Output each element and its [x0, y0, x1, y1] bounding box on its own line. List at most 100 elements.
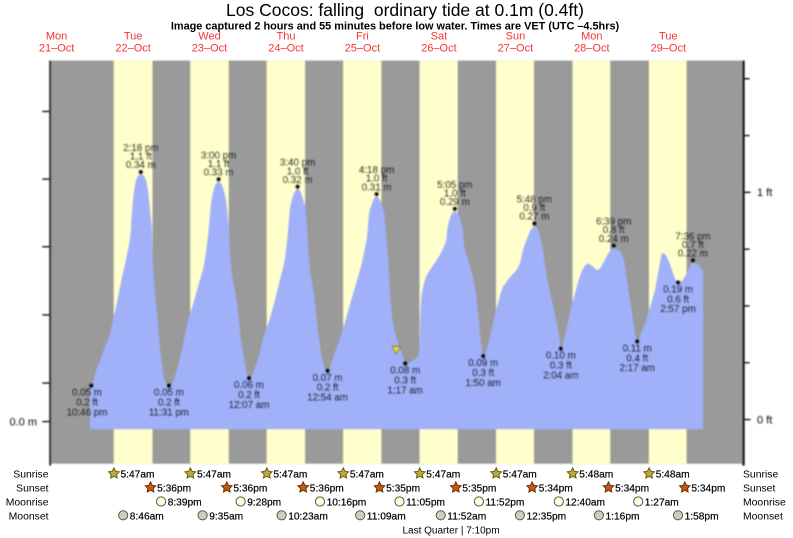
svg-text:8:46am: 8:46am	[130, 511, 164, 522]
svg-text:Fri: Fri	[356, 31, 369, 43]
svg-text:0.2 ft: 0.2 ft	[158, 398, 180, 409]
svg-text:0.09 m: 0.09 m	[468, 358, 498, 369]
svg-text:0.8 ft: 0.8 ft	[603, 225, 625, 236]
svg-text:5:36pm: 5:36pm	[233, 484, 267, 495]
svg-text:5:47am: 5:47am	[350, 470, 384, 481]
svg-text:0.0 m: 0.0 m	[9, 417, 37, 429]
svg-text:0.7 ft: 0.7 ft	[682, 240, 704, 251]
svg-text:0.6 ft: 0.6 ft	[667, 294, 689, 305]
svg-text:0.9 ft: 0.9 ft	[523, 203, 545, 214]
svg-text:Tue: Tue	[659, 31, 678, 43]
svg-text:Sunrise: Sunrise	[13, 470, 48, 481]
svg-text:1:17 am: 1:17 am	[387, 385, 422, 396]
svg-text:0.32 m: 0.32 m	[283, 175, 313, 186]
svg-text:12:54 am: 12:54 am	[307, 393, 348, 404]
svg-text:5:48am: 5:48am	[656, 470, 690, 481]
svg-text:0.29 m: 0.29 m	[440, 197, 470, 208]
svg-text:0.33 m: 0.33 m	[204, 168, 234, 179]
svg-text:Tue: Tue	[124, 31, 143, 43]
svg-text:21–Oct: 21–Oct	[39, 43, 74, 55]
svg-text:1.0 ft: 1.0 ft	[287, 166, 309, 177]
svg-text:0.19 m: 0.19 m	[663, 284, 693, 295]
svg-text:0.34 m: 0.34 m	[126, 160, 156, 171]
svg-text:5:47am: 5:47am	[503, 470, 537, 481]
svg-text:0.2 ft: 0.2 ft	[317, 383, 339, 394]
svg-text:Sunrise: Sunrise	[743, 470, 778, 481]
svg-text:Sat: Sat	[431, 31, 448, 43]
svg-text:11:52pm: 11:52pm	[486, 498, 525, 509]
svg-text:22–Oct: 22–Oct	[115, 43, 150, 55]
svg-text:8:39pm: 8:39pm	[168, 498, 202, 509]
svg-text:5:47am: 5:47am	[121, 470, 155, 481]
svg-text:5:36pm: 5:36pm	[310, 484, 344, 495]
svg-text:0.07 m: 0.07 m	[313, 373, 343, 384]
svg-text:1.1 ft: 1.1 ft	[208, 159, 230, 170]
svg-text:3:40 pm: 3:40 pm	[280, 158, 315, 169]
svg-text:Moonset: Moonset	[9, 512, 49, 523]
svg-text:0 ft: 0 ft	[757, 414, 772, 426]
svg-text:0.3 ft: 0.3 ft	[550, 361, 572, 372]
svg-text:0.2 ft: 0.2 ft	[238, 390, 260, 401]
svg-text:Image captured 2 hours and 55: Image captured 2 hours and 55 minutes be…	[171, 21, 620, 33]
svg-text:9:28pm: 9:28pm	[247, 498, 281, 509]
svg-text:0.3 ft: 0.3 ft	[394, 375, 416, 386]
svg-text:5:35pm: 5:35pm	[386, 484, 420, 495]
svg-text:Sun: Sun	[506, 31, 526, 43]
svg-text:1:50 am: 1:50 am	[465, 378, 500, 389]
svg-text:3:00 pm: 3:00 pm	[201, 150, 236, 161]
svg-text:5:48 pm: 5:48 pm	[517, 195, 552, 206]
svg-text:11:31 pm: 11:31 pm	[149, 407, 189, 418]
svg-text:5:34pm: 5:34pm	[691, 484, 725, 495]
svg-text:11:09am: 11:09am	[367, 511, 406, 522]
svg-text:29–Oct: 29–Oct	[651, 43, 686, 55]
svg-text:0.24 m: 0.24 m	[599, 234, 629, 245]
svg-text:1.1 ft: 1.1 ft	[130, 152, 152, 163]
svg-text:0.05 m: 0.05 m	[154, 388, 184, 399]
svg-text:12:07 am: 12:07 am	[229, 400, 270, 411]
svg-text:1 ft: 1 ft	[757, 187, 772, 199]
svg-text:Moonset: Moonset	[743, 512, 783, 523]
svg-text:28–Oct: 28–Oct	[574, 43, 609, 55]
svg-text:0.05 m: 0.05 m	[72, 388, 102, 399]
svg-text:4:18 pm: 4:18 pm	[359, 165, 394, 176]
svg-text:Thu: Thu	[277, 31, 296, 43]
svg-text:0.22 m: 0.22 m	[678, 249, 708, 260]
svg-text:11:05pm: 11:05pm	[406, 498, 445, 509]
svg-text:24–Oct: 24–Oct	[268, 43, 303, 55]
svg-text:10:16pm: 10:16pm	[327, 498, 367, 509]
svg-text:Sunset: Sunset	[16, 484, 48, 495]
svg-text:10:23am: 10:23am	[288, 511, 328, 522]
svg-text:7:36 pm: 7:36 pm	[675, 231, 710, 242]
svg-text:Mon: Mon	[581, 31, 602, 43]
svg-text:5:36pm: 5:36pm	[157, 484, 191, 495]
svg-text:Los Cocos: falling ordinary t: Los Cocos: falling ordinary tide at 0.1m…	[226, 0, 584, 20]
svg-text:5:47am: 5:47am	[273, 470, 307, 481]
svg-text:12:35pm: 12:35pm	[527, 511, 567, 522]
svg-text:1.0 ft: 1.0 ft	[366, 174, 388, 185]
svg-text:0.31 m: 0.31 m	[362, 182, 392, 193]
svg-text:2:18 pm: 2:18 pm	[123, 143, 158, 154]
svg-text:23–Oct: 23–Oct	[192, 43, 227, 55]
svg-text:5:05 pm: 5:05 pm	[437, 180, 472, 191]
svg-text:2:57 pm: 2:57 pm	[660, 304, 695, 315]
svg-text:1:16pm: 1:16pm	[606, 511, 640, 522]
svg-text:5:47am: 5:47am	[426, 470, 460, 481]
svg-text:Last Quarter | 7:10pm: Last Quarter | 7:10pm	[402, 526, 499, 537]
svg-text:9:35am: 9:35am	[209, 511, 243, 522]
svg-text:5:35pm: 5:35pm	[462, 484, 496, 495]
svg-text:0.4 ft: 0.4 ft	[626, 353, 648, 364]
svg-text:Wed: Wed	[198, 31, 220, 43]
svg-text:11:52am: 11:52am	[447, 511, 486, 522]
svg-text:2:04 am: 2:04 am	[543, 371, 578, 382]
svg-text:Moonrise: Moonrise	[743, 498, 786, 509]
svg-text:0.06 m: 0.06 m	[234, 380, 264, 391]
svg-text:0.3 ft: 0.3 ft	[472, 368, 494, 379]
svg-text:0.11 m: 0.11 m	[623, 343, 652, 354]
svg-text:5:47am: 5:47am	[197, 470, 231, 481]
svg-text:1:58pm: 1:58pm	[685, 511, 719, 522]
svg-text:5:34pm: 5:34pm	[615, 484, 649, 495]
svg-text:Mon: Mon	[46, 31, 67, 43]
svg-text:10:46 pm: 10:46 pm	[67, 407, 108, 418]
svg-text:1.0 ft: 1.0 ft	[444, 188, 466, 199]
svg-text:Moonrise: Moonrise	[6, 498, 49, 509]
